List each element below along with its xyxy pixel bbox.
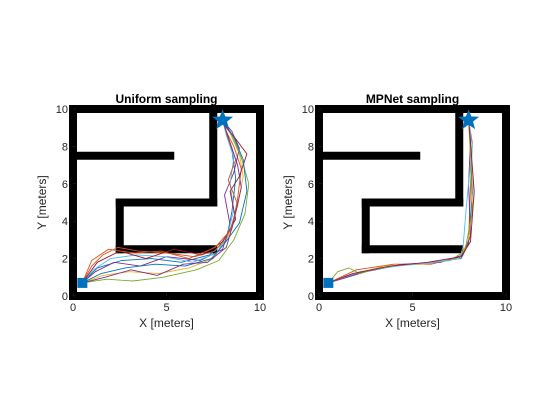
mpnet-sampling-plot: MPNet sampling X [meters] Y [meters] 0 5 1… <box>281 92 512 330</box>
y-tick-label: 4 <box>308 216 314 228</box>
y-tick-label: 0 <box>62 291 68 303</box>
y-tick-label: 6 <box>308 179 314 191</box>
y-tick-label: 0 <box>308 291 314 303</box>
plot-title: Uniform sampling <box>115 92 217 106</box>
uniform-sampling-plot: Uniform sampling X [meters] Y [meters] 0… <box>35 92 266 330</box>
start-marker <box>77 277 88 288</box>
goal-star-marker <box>212 109 234 130</box>
y-tick-label: 4 <box>62 216 68 228</box>
y-tick-label: 8 <box>62 141 68 153</box>
y-axis-label: Y [meters] <box>35 175 49 229</box>
y-axis-label: Y [meters] <box>281 175 295 229</box>
path-series-line <box>82 120 242 284</box>
path-series-line <box>82 119 250 284</box>
y-tick-label: 6 <box>62 179 68 191</box>
x-axis-label: X [meters] <box>385 316 440 330</box>
x-tick-label: 5 <box>163 302 169 314</box>
y-tick-label: 10 <box>56 104 68 116</box>
x-tick-label: 0 <box>70 302 76 314</box>
path-series-line <box>81 120 235 284</box>
goal-star-marker <box>458 109 480 130</box>
x-tick-label: 10 <box>254 302 266 314</box>
path-series-line <box>82 119 240 284</box>
path-series-line <box>82 119 248 284</box>
y-tick-label: 2 <box>308 254 314 266</box>
x-axis-label: X [meters] <box>139 316 194 330</box>
plot-title: MPNet sampling <box>366 92 459 106</box>
x-tick-label: 0 <box>316 302 322 314</box>
x-tick-label: 10 <box>500 302 512 314</box>
y-tick-label: 10 <box>302 104 314 116</box>
path-series-line <box>328 120 475 284</box>
path-series-line <box>81 120 242 284</box>
x-tick-label: 5 <box>409 302 415 314</box>
start-marker <box>323 277 334 288</box>
y-tick-label: 2 <box>62 254 68 266</box>
path-series-line <box>81 120 248 284</box>
y-tick-label: 8 <box>308 141 314 153</box>
